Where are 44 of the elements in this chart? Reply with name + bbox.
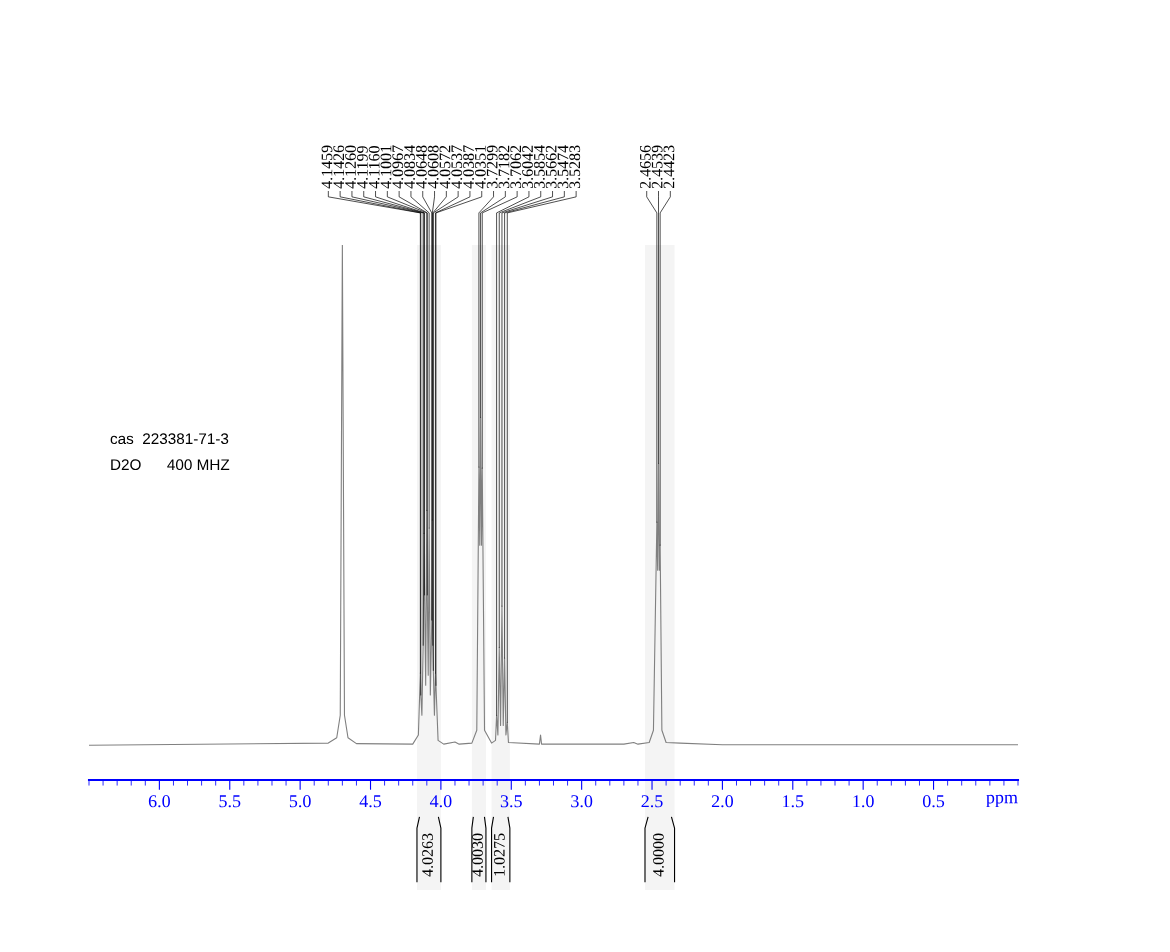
x-tick-label: 3.0: [571, 795, 593, 808]
x-tick-label: 2.5: [641, 795, 663, 808]
annotation: cas 223381-71-3: [110, 433, 229, 445]
annotation: 4.1160: [368, 146, 380, 189]
annotation: 4.0967: [392, 145, 404, 189]
x-tick-label: 2.0: [711, 795, 734, 808]
annotation: 4.0834: [404, 145, 416, 189]
x-tick-label: 4.5: [359, 795, 382, 808]
band-label: 4.0030: [472, 833, 483, 877]
annotation: 2.4539: [651, 145, 663, 189]
annotation: 3.5283: [569, 145, 581, 189]
annotation: 3.5662: [545, 145, 557, 189]
annotation: 4.0537: [451, 145, 463, 189]
x-tick-label: 5.0: [289, 795, 311, 808]
x-tick-label: 3.5: [500, 795, 522, 808]
annotation: 3.7299: [486, 145, 498, 189]
annotation: 4.0608: [427, 145, 439, 189]
annotation: 4.1260: [345, 145, 357, 189]
annotation: 2.4656: [639, 145, 651, 189]
annotation: 3.7062: [510, 145, 522, 189]
x-tick-label: 1.5: [783, 795, 804, 808]
annotation: 4.0648: [415, 145, 427, 189]
annotation: 4.1199: [357, 146, 368, 189]
band-label: 1.0275: [493, 833, 505, 876]
x-tick-label: 1.0: [853, 795, 874, 808]
annotation: 3.7182: [498, 145, 510, 189]
x-tick-label: 6.0: [148, 795, 170, 808]
x-tick-label: 5.5: [219, 795, 241, 808]
x-axis-title: ppm: [986, 794, 1018, 808]
annotation: 4.1001: [380, 145, 392, 189]
annotation: 3.5474: [557, 145, 569, 189]
x-tick-label: 0.5: [922, 795, 945, 808]
annotation: 3.6042: [522, 145, 534, 189]
band-label: 4.0000: [652, 833, 664, 877]
annotation: 3.5854: [533, 145, 545, 189]
annotation: 4.0387: [463, 145, 475, 189]
x-tick-label: 4.0: [429, 795, 452, 808]
annotation: 4.0572: [439, 145, 451, 189]
annotation: D2O 400 MHZ: [111, 459, 230, 471]
band-label: 4.0263: [422, 833, 433, 877]
annotation: 2.4423: [663, 145, 675, 189]
annotation: 4.1459: [321, 145, 333, 189]
annotation: 4.1426: [333, 145, 345, 189]
annotation: 4.0351: [474, 145, 486, 189]
